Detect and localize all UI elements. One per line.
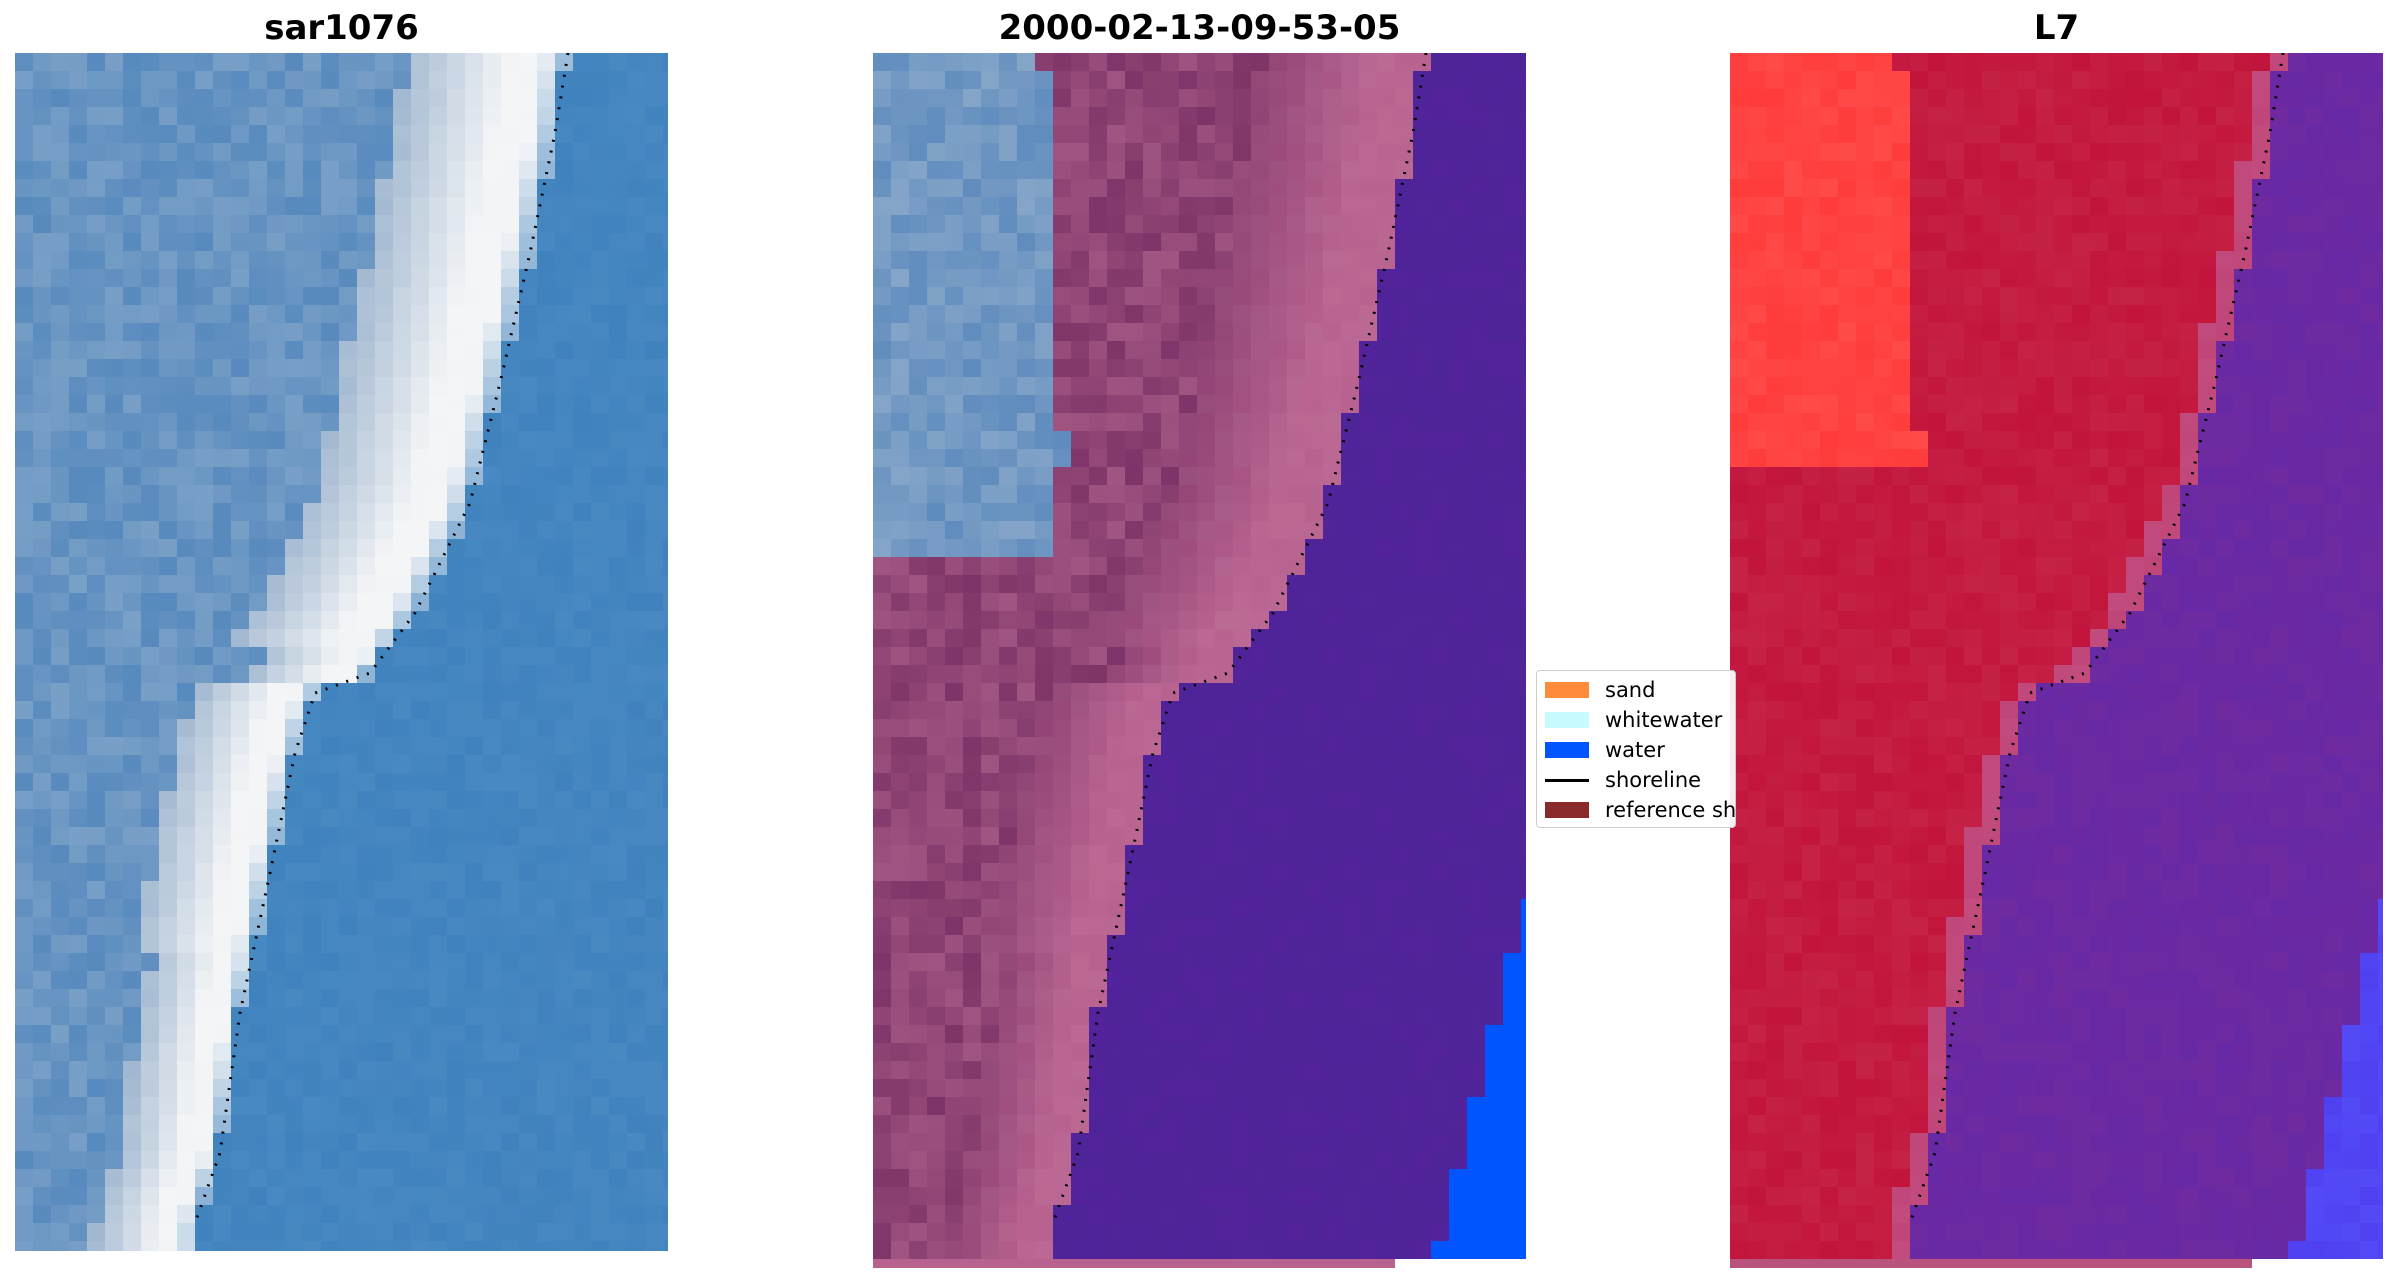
legend-item-reference-shoreline: reference sh [1545, 795, 1736, 825]
legend-item-whitewater: whitewater [1545, 705, 1722, 735]
legend-label: shoreline [1605, 768, 1702, 792]
legend-item-water: water [1545, 735, 1665, 765]
panel-title-rgb: sar1076 [264, 8, 419, 48]
shoreline-line-icon [1545, 778, 1589, 782]
sand-swatch-icon [1545, 682, 1589, 698]
legend-item-shoreline: shoreline [1545, 765, 1701, 795]
rgb-image-panel [15, 53, 668, 1251]
index-image-panel [1730, 53, 2383, 1268]
legend-item-sand: sand [1545, 675, 1655, 705]
shoreline-trace [1908, 53, 2285, 1224]
legend-label: reference sh [1605, 798, 1736, 822]
panel-title-classified: 2000-02-13-09-53-05 [998, 8, 1401, 48]
shoreline-trace [1051, 53, 1428, 1224]
reference-shoreline-swatch-icon [1545, 802, 1589, 818]
legend-label: water [1605, 738, 1665, 762]
shoreline-trace [193, 53, 570, 1224]
classified-image-panel [873, 53, 1526, 1268]
legend-label: sand [1605, 678, 1656, 702]
panel-title-index: L7 [2033, 8, 2080, 48]
whitewater-swatch-icon [1545, 712, 1589, 728]
legend-label: whitewater [1605, 708, 1723, 732]
legend: sand whitewater water shoreline referenc… [1536, 670, 1736, 828]
water-swatch-icon [1545, 742, 1589, 758]
